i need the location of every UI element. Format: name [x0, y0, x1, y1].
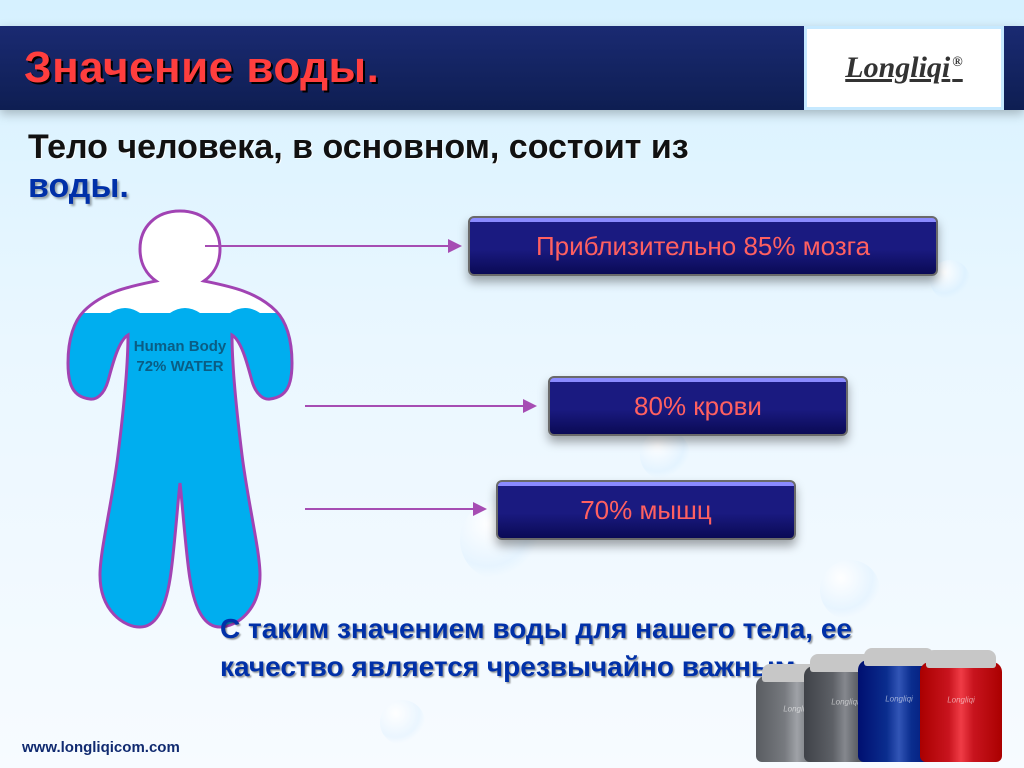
logo-word: Longliqi [845, 51, 950, 84]
human-label-1: Human Body [134, 338, 227, 355]
slide-title: Значение воды. Значение воды. [24, 43, 379, 93]
fact-brain: Приблизительно 85% мозга [468, 216, 938, 276]
bubble-decoration [640, 430, 690, 480]
logo-text: Longliqi® [845, 51, 962, 85]
fact-blood: 80% крови [548, 376, 848, 436]
fact-muscle: 70% мышц [496, 480, 796, 540]
bubble-decoration [380, 700, 425, 745]
logo-tab: Longliqi® [804, 26, 1004, 110]
human-svg: Human Body 72% WATER [50, 205, 310, 635]
footer-url: www.longliqicom.com [22, 739, 180, 756]
human-figure: Human Body 72% WATER [50, 205, 310, 635]
subtitle-line2: воды. [28, 167, 996, 206]
conclusion-line1: С таким значением воды для нашего тела, … [220, 610, 964, 648]
arrow-muscle [305, 508, 485, 510]
mugs-group: LongliqiLongliqiLongliqiLongliqi [756, 652, 996, 762]
mug-red: Longliqi [920, 662, 1002, 762]
slide-title-text: Значение воды. [24, 43, 379, 92]
arrow-blood [305, 405, 535, 407]
human-label-2: 72% WATER [136, 358, 223, 375]
fact-brain-text: Приблизительно 85% мозга [536, 231, 870, 262]
subtitle-line1: Тело человека, в основном, состоит из [28, 128, 996, 167]
fact-muscle-text: 70% мышц [580, 495, 712, 526]
logo-mark: ® [952, 55, 962, 70]
fact-blood-text: 80% крови [634, 391, 762, 422]
slide-root: Значение воды. Значение воды. Longliqi® … [0, 0, 1024, 768]
arrow-brain [205, 245, 460, 247]
subtitle: Тело человека, в основном, состоит из во… [28, 128, 996, 206]
